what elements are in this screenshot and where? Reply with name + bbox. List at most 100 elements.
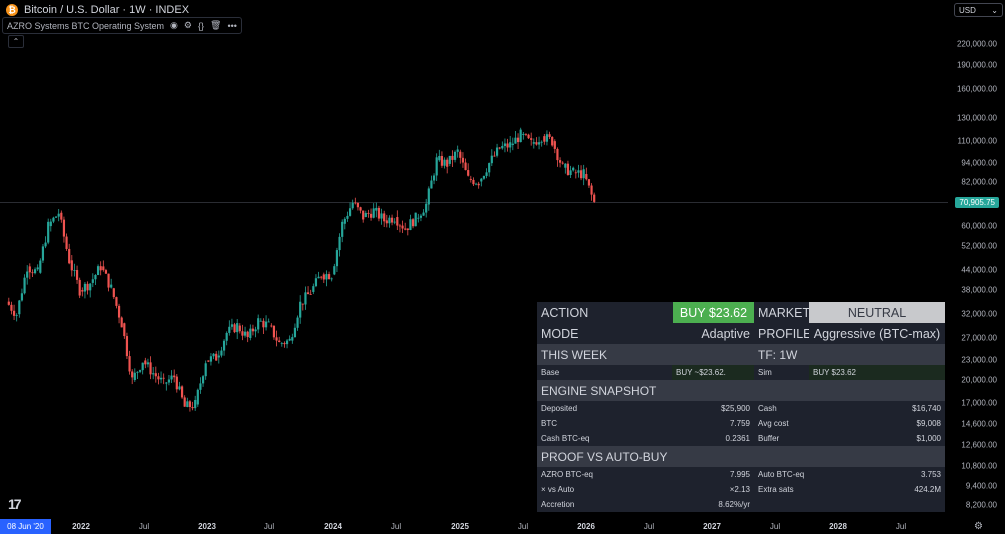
- candle: [356, 202, 360, 211]
- candle: [516, 133, 520, 150]
- candle: [417, 213, 420, 223]
- stat-value: $1,000: [916, 434, 941, 443]
- stat-value: [809, 497, 945, 512]
- candle: [291, 333, 294, 344]
- candle: [299, 295, 302, 324]
- candle: [264, 315, 268, 331]
- candle: [380, 208, 383, 225]
- settings-icon[interactable]: ⚙: [183, 20, 192, 30]
- candle: [564, 163, 567, 174]
- candle: [243, 326, 247, 338]
- candle: [26, 265, 29, 285]
- candle: [12, 304, 16, 321]
- stat-value: $9,008: [916, 419, 941, 428]
- price-tick-label: 32,000.00: [961, 309, 997, 319]
- candle: [236, 319, 239, 340]
- candle: [438, 149, 441, 162]
- candle: [44, 236, 47, 249]
- price-tick-label: 190,000.00: [956, 60, 997, 70]
- indicator-legend[interactable]: AZRO Systems BTC Operating System ◉ ⚙ {}…: [2, 17, 242, 34]
- candle: [278, 336, 281, 343]
- price-tick-label: 220,000.00: [956, 39, 997, 49]
- market-value: NEUTRAL: [809, 302, 945, 323]
- candle: [159, 371, 163, 384]
- candle: [230, 318, 234, 330]
- candle: [301, 303, 304, 311]
- candle: [241, 324, 244, 341]
- candle: [178, 381, 181, 391]
- candle: [204, 360, 207, 380]
- price-tick-label: 23,000.00: [961, 355, 997, 365]
- stat-label: Avg cost: [758, 419, 789, 428]
- mode-row: MODE Adaptive PROFILE Aggressive (BTC-ma…: [537, 323, 945, 344]
- candle: [490, 149, 493, 167]
- candle: [469, 175, 472, 183]
- candle: [296, 315, 299, 331]
- candle: [249, 324, 252, 341]
- candle: [293, 323, 297, 338]
- currency-select[interactable]: USD ⌄: [954, 3, 1003, 17]
- candle: [574, 169, 577, 179]
- trash-icon[interactable]: 🗑: [210, 20, 222, 30]
- engine-title: ENGINE SNAPSHOT: [541, 383, 657, 398]
- tradingview-logo-icon[interactable]: 17: [8, 496, 22, 512]
- symbol-title[interactable]: Bitcoin / U.S. Dollar · 1W · INDEX: [24, 4, 190, 16]
- candle: [180, 385, 184, 399]
- candle: [191, 401, 194, 411]
- candle: [217, 350, 220, 364]
- candle: [167, 374, 171, 386]
- candle: [535, 137, 538, 146]
- eye-icon[interactable]: ◉: [170, 20, 178, 30]
- candle: [52, 216, 55, 224]
- stat-value: 3.753: [920, 470, 941, 479]
- indicator-name[interactable]: AZRO Systems BTC Operating System: [7, 20, 165, 31]
- symbol-header[interactable]: ₿ Bitcoin / U.S. Dollar · 1W · INDEX: [6, 4, 189, 16]
- candle: [404, 222, 407, 231]
- candle: [33, 267, 37, 275]
- candle: [411, 217, 415, 229]
- candle: [70, 255, 73, 277]
- candle: [10, 301, 13, 315]
- candle: [18, 299, 21, 318]
- candle: [62, 216, 66, 243]
- more-icon[interactable]: •••: [227, 20, 237, 31]
- source-code-icon[interactable]: {}: [197, 20, 204, 31]
- candle: [123, 322, 126, 339]
- time-tick-label: Jul: [769, 522, 781, 531]
- candle: [117, 303, 121, 324]
- candle: [207, 360, 210, 363]
- candle: [31, 269, 34, 278]
- candle: [60, 210, 63, 223]
- candle: [285, 339, 289, 349]
- candle: [587, 179, 591, 188]
- candle: [39, 258, 42, 274]
- price-tick-label: 9,400.00: [965, 481, 997, 491]
- candle: [209, 353, 213, 366]
- candle: [15, 313, 18, 322]
- candle: [509, 136, 512, 153]
- candle: [251, 324, 255, 336]
- candle: [83, 282, 87, 299]
- candle: [212, 353, 215, 360]
- candle: [477, 181, 480, 189]
- table-row: AZRO BTC-eq 7.995 Auto BTC-eq 3.753: [537, 467, 945, 482]
- chart-settings-icon[interactable]: ⚙: [974, 521, 983, 532]
- stat-label: Cash BTC-eq: [541, 434, 590, 443]
- stat-label: Accretion: [541, 500, 575, 509]
- candle: [396, 210, 399, 231]
- candle: [327, 271, 331, 280]
- candle: [7, 297, 10, 306]
- stat-value: 7.759: [729, 419, 750, 428]
- candle: [220, 346, 223, 358]
- candle: [506, 138, 509, 152]
- candle: [545, 130, 549, 146]
- candle: [440, 151, 444, 168]
- candle: [456, 145, 459, 158]
- candle: [372, 203, 375, 219]
- candle: [532, 138, 535, 149]
- candle: [275, 330, 278, 347]
- collapse-legend-button[interactable]: ⌃: [8, 35, 24, 48]
- candle: [446, 157, 449, 174]
- candle: [432, 173, 436, 185]
